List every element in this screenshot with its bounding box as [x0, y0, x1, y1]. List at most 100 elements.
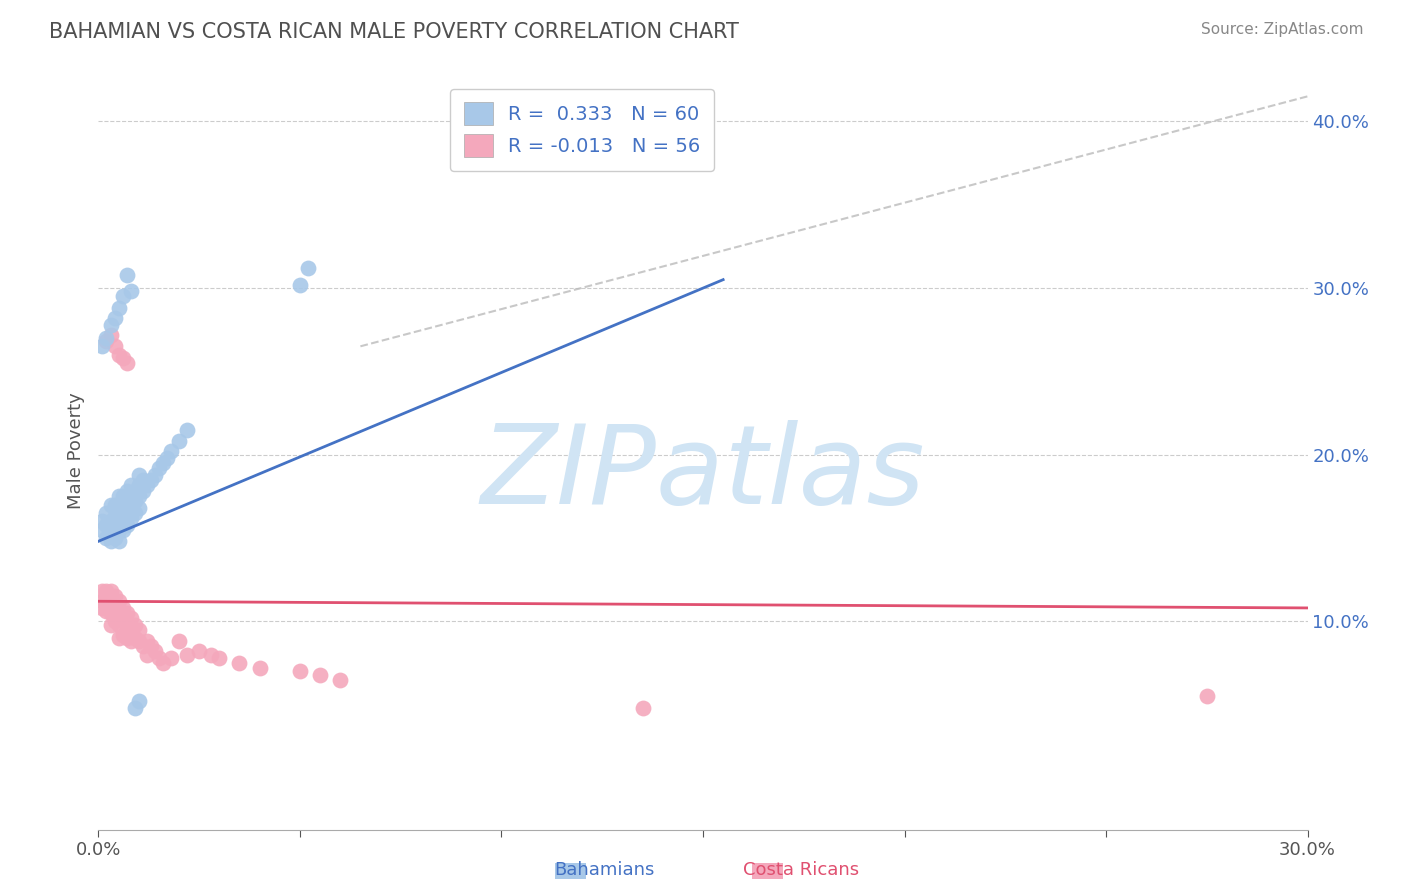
- Point: [228, 656, 250, 670]
- Point: [107, 489, 129, 503]
- Point: [107, 348, 129, 362]
- Point: [152, 456, 174, 470]
- Point: [96, 331, 118, 345]
- Point: [128, 634, 150, 648]
- Point: [100, 606, 122, 620]
- Point: [120, 477, 142, 491]
- Point: [96, 594, 118, 608]
- Point: [103, 601, 125, 615]
- Point: [91, 339, 114, 353]
- Point: [107, 301, 129, 315]
- Point: [107, 617, 129, 632]
- Point: [128, 694, 150, 708]
- Point: [91, 594, 114, 608]
- Text: ZIPatlas: ZIPatlas: [481, 420, 925, 526]
- Point: [128, 489, 150, 503]
- Point: [103, 531, 125, 545]
- Point: [120, 511, 142, 525]
- Point: [115, 356, 138, 370]
- Point: [115, 617, 138, 632]
- Point: [156, 450, 179, 465]
- Point: [208, 651, 231, 665]
- Point: [100, 617, 122, 632]
- Text: Costa Ricans: Costa Ricans: [744, 861, 859, 879]
- Point: [107, 631, 129, 645]
- Point: [120, 500, 142, 515]
- Point: [152, 656, 174, 670]
- Point: [124, 484, 146, 499]
- Text: Bahamians: Bahamians: [554, 861, 655, 879]
- Point: [309, 667, 332, 681]
- Point: [135, 477, 157, 491]
- Point: [115, 484, 138, 499]
- Point: [103, 310, 125, 325]
- Point: [167, 434, 190, 449]
- Point: [107, 534, 129, 549]
- Point: [139, 640, 162, 654]
- Point: [100, 498, 122, 512]
- Point: [111, 289, 134, 303]
- Point: [96, 604, 118, 618]
- Point: [103, 614, 125, 628]
- Point: [148, 461, 170, 475]
- Point: [249, 661, 271, 675]
- Point: [120, 623, 142, 637]
- Point: [111, 627, 134, 641]
- Point: [115, 494, 138, 508]
- Point: [160, 444, 183, 458]
- Point: [128, 500, 150, 515]
- Point: [111, 614, 134, 628]
- Point: [128, 623, 150, 637]
- Point: [132, 640, 155, 654]
- Point: [111, 511, 134, 525]
- Point: [111, 523, 134, 537]
- Point: [115, 631, 138, 645]
- Point: [120, 634, 142, 648]
- Point: [91, 514, 114, 528]
- Point: [103, 498, 125, 512]
- Point: [103, 589, 125, 603]
- Point: [329, 673, 352, 687]
- Point: [115, 506, 138, 520]
- Point: [96, 584, 118, 599]
- Point: [91, 584, 114, 599]
- Point: [148, 651, 170, 665]
- Point: [167, 634, 190, 648]
- Point: [107, 500, 129, 515]
- Point: [100, 318, 122, 332]
- Point: [128, 477, 150, 491]
- Point: [124, 494, 146, 508]
- Point: [176, 423, 198, 437]
- Point: [100, 523, 122, 537]
- Point: [124, 617, 146, 632]
- Point: [103, 339, 125, 353]
- Point: [100, 534, 122, 549]
- Point: [107, 594, 129, 608]
- Point: [139, 473, 162, 487]
- Point: [107, 511, 129, 525]
- Point: [200, 648, 222, 662]
- Point: [115, 606, 138, 620]
- Point: [96, 517, 118, 532]
- Point: [135, 634, 157, 648]
- Point: [124, 506, 146, 520]
- Point: [100, 514, 122, 528]
- Point: [132, 473, 155, 487]
- Point: [128, 467, 150, 482]
- Point: [115, 268, 138, 282]
- Point: [115, 517, 138, 532]
- Point: [100, 594, 122, 608]
- Text: Source: ZipAtlas.com: Source: ZipAtlas.com: [1201, 22, 1364, 37]
- Point: [100, 584, 122, 599]
- Point: [288, 277, 311, 292]
- Point: [91, 523, 114, 537]
- Point: [96, 334, 118, 349]
- Point: [120, 611, 142, 625]
- Point: [631, 701, 654, 715]
- Point: [124, 701, 146, 715]
- Point: [297, 260, 319, 275]
- Point: [143, 467, 166, 482]
- Point: [91, 601, 114, 615]
- Point: [176, 648, 198, 662]
- Point: [96, 506, 118, 520]
